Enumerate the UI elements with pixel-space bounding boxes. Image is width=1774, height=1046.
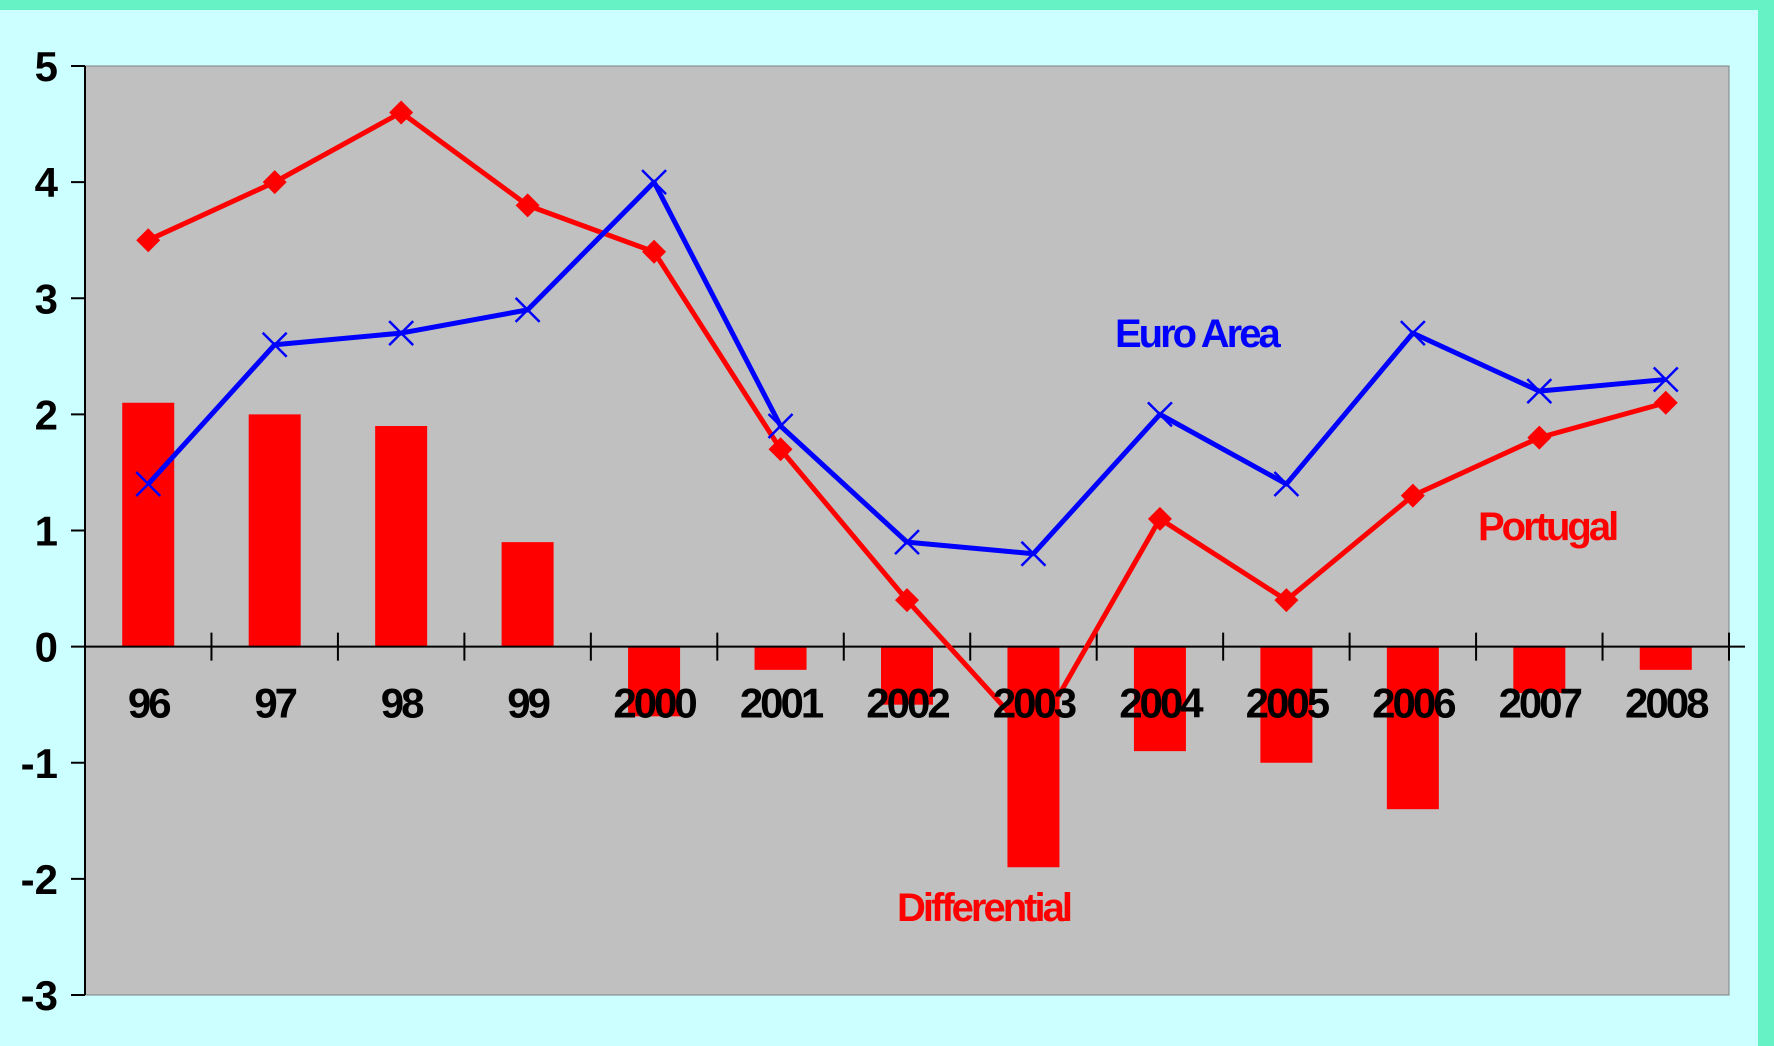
euro-area-point: [1526, 378, 1553, 405]
differential-bar: [501, 542, 554, 647]
portugal-point: [1527, 425, 1552, 450]
differential-bar: [1260, 646, 1313, 763]
differential-bar: [248, 414, 301, 647]
differential-bar: [375, 425, 428, 647]
differential-bar: [1386, 646, 1439, 810]
y-tick-label: 2: [35, 391, 58, 438]
portugal-point: [262, 170, 287, 195]
y-tick-label: 5: [35, 43, 58, 90]
portugal-point: [389, 100, 414, 125]
portugal-point: [642, 239, 667, 264]
differential-bar: [628, 646, 681, 717]
x-tick-label: 2002: [866, 680, 949, 727]
differential-bar: [1007, 646, 1060, 868]
inflation-chart: 5 4 3 2 1 0 -1 -2 -3 96 97 98 99 2000 2001 2002 2003 2004…: [21, 43, 1745, 1019]
x-tick-label: 2000: [613, 680, 696, 727]
portugal-point: [1274, 588, 1299, 613]
differential-bar: [1639, 646, 1692, 670]
euro-area-point: [261, 331, 288, 358]
euro-area-point: [135, 471, 162, 497]
differential-bar: [122, 402, 175, 647]
x-tick-label: 2001: [740, 680, 824, 727]
euro-area-label: Euro Area: [1115, 312, 1281, 356]
differential-bar: [881, 646, 933, 705]
differential-bar: [754, 646, 807, 670]
euro-area-point: [1273, 471, 1300, 497]
y-tick-label: 1: [35, 508, 58, 555]
axes: [71, 65, 1745, 996]
euro-area-point: [1399, 320, 1426, 346]
x-tick-label: 2003: [993, 680, 1076, 727]
portugal-point: [1653, 390, 1678, 415]
x-tick-label: 2004: [1119, 680, 1204, 727]
portugal-point: [895, 588, 919, 613]
euro-area-point: [1652, 366, 1679, 393]
x-tick-label: 2006: [1372, 680, 1455, 727]
x-tick-label: 2005: [1246, 680, 1330, 727]
euro-area-point: [894, 529, 920, 555]
series-lines: [135, 100, 1679, 752]
x-tick-label: 97: [254, 680, 296, 727]
y-tick-label: -1: [21, 740, 58, 787]
x-tick-label: 99: [507, 680, 549, 727]
portugal-point: [1400, 483, 1425, 508]
y-tick-label: -3: [21, 972, 58, 1019]
euro-area-point: [1020, 540, 1047, 567]
differential-label: Differential: [897, 886, 1071, 930]
differential-bar: [1133, 646, 1186, 752]
x-tick-label: 96: [128, 680, 170, 727]
plot-area: [84, 65, 1730, 996]
portugal-point: [768, 437, 793, 462]
y-tick-label: -2: [21, 856, 58, 903]
euro-area-point: [767, 413, 794, 439]
y-tick-label: 0: [35, 624, 58, 671]
euro-area-point: [388, 320, 415, 346]
differential-bars: [122, 402, 1692, 868]
euro-area-point: [641, 169, 667, 196]
portugal-point: [1147, 506, 1172, 531]
euro-area-point: [1147, 401, 1173, 428]
portugal-point: [1021, 727, 1046, 752]
y-tick-label: 4: [35, 159, 59, 206]
chart-panel: 5 4 3 2 1 0 -1 -2 -3 96 97 98 99 2000 2001 2002 2003 2004…: [0, 10, 1758, 1046]
x-tick-label: 98: [381, 680, 424, 727]
y-tick-label: 3: [35, 275, 58, 322]
differential-bar: [1513, 646, 1566, 694]
x-tick-label: 2008: [1625, 680, 1709, 727]
portugal-label: Portugal: [1478, 505, 1617, 549]
x-tick-label: 2007: [1499, 680, 1582, 727]
euro-area-point: [514, 296, 541, 323]
axis-labels: 5 4 3 2 1 0 -1 -2 -3 96 97 98 99 2000 2001 2002 2003 2004…: [21, 43, 1712, 1019]
series-labels: Differential Portugal Euro Area: [897, 312, 1620, 930]
portugal-point: [515, 193, 540, 218]
portugal-point: [136, 228, 161, 253]
